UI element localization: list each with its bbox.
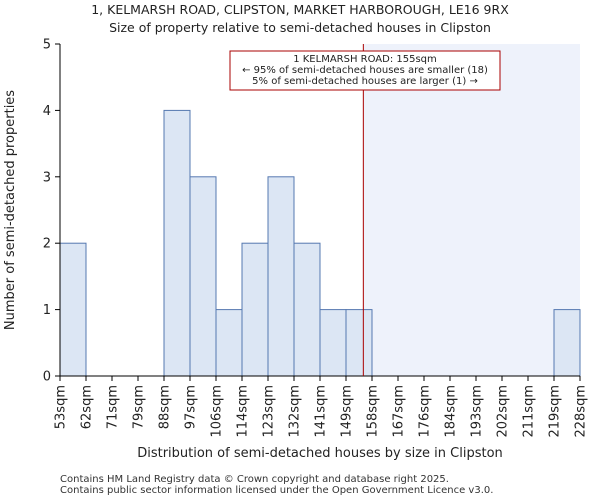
x-tick-label: 123sqm — [262, 385, 277, 438]
x-tick-label: 158sqm — [366, 385, 381, 438]
y-tick-label: 3 — [43, 170, 51, 185]
y-tick-label: 5 — [43, 38, 51, 53]
footer-licence: Contains public sector information licen… — [60, 485, 494, 496]
histogram-chart: 0 1 2 3 4 5 53sqm 62sqm 71sqm 79sqm 88sqm 97sqm 106s… — [3, 38, 589, 462]
x-tick-label: 211sqm — [522, 385, 537, 438]
x-tick-label: 62sqm — [80, 385, 95, 429]
histogram-bar — [267, 176, 295, 377]
x-tick-label: 176sqm — [418, 385, 433, 438]
histogram-bar — [319, 309, 347, 377]
footer-copyright: Contains HM Land Registry data © Crown c… — [60, 474, 449, 485]
x-tick-label: 88sqm — [158, 385, 173, 429]
histogram-bar — [345, 309, 373, 377]
larger-region-shade — [363, 44, 580, 376]
histogram-bar — [293, 242, 321, 377]
x-tick-label: 149sqm — [340, 385, 355, 438]
x-tick-label: 106sqm — [210, 385, 225, 438]
x-tick-label: 53sqm — [54, 385, 69, 429]
y-tick-label: 1 — [43, 303, 51, 318]
x-tick-label: 202sqm — [496, 385, 511, 438]
histogram-bar — [59, 242, 87, 377]
histogram-bar — [163, 109, 191, 377]
x-tick-label: 193sqm — [470, 385, 485, 438]
y-tick-label: 0 — [43, 370, 51, 385]
x-tick-label: 97sqm — [184, 385, 199, 429]
annotation-title: 1 KELMARSH ROAD: 155sqm — [293, 54, 437, 65]
x-tick-label: 167sqm — [392, 385, 407, 438]
histogram-bar — [241, 242, 269, 377]
y-tick-label: 2 — [43, 237, 51, 252]
y-axis-label: Number of semi-detached properties — [3, 90, 18, 330]
x-tick-label: 79sqm — [132, 385, 147, 429]
annotation-smaller: ← 95% of semi-detached houses are smalle… — [242, 65, 488, 76]
chart-title: Size of property relative to semi-detach… — [109, 20, 491, 35]
annotation-box — [229, 50, 501, 91]
annotation-larger: 5% of semi-detached houses are larger (1… — [252, 76, 478, 87]
x-tick-label: 219sqm — [548, 385, 563, 438]
x-axis-label: Distribution of semi-detached houses by … — [137, 446, 503, 461]
x-tick-label: 184sqm — [444, 385, 459, 438]
histogram-bar — [553, 309, 581, 377]
histogram-bar — [189, 176, 217, 377]
x-tick-label: 228sqm — [574, 385, 589, 438]
x-tick-label: 114sqm — [236, 385, 251, 438]
x-tick-label: 71sqm — [106, 385, 121, 429]
x-tick-label: 141sqm — [314, 385, 329, 438]
chart-title-address: 1, KELMARSH ROAD, CLIPSTON, MARKET HARBO… — [91, 2, 509, 17]
x-tick-label: 132sqm — [288, 385, 303, 438]
histogram-bar — [215, 309, 243, 377]
y-tick-label: 4 — [43, 104, 51, 119]
